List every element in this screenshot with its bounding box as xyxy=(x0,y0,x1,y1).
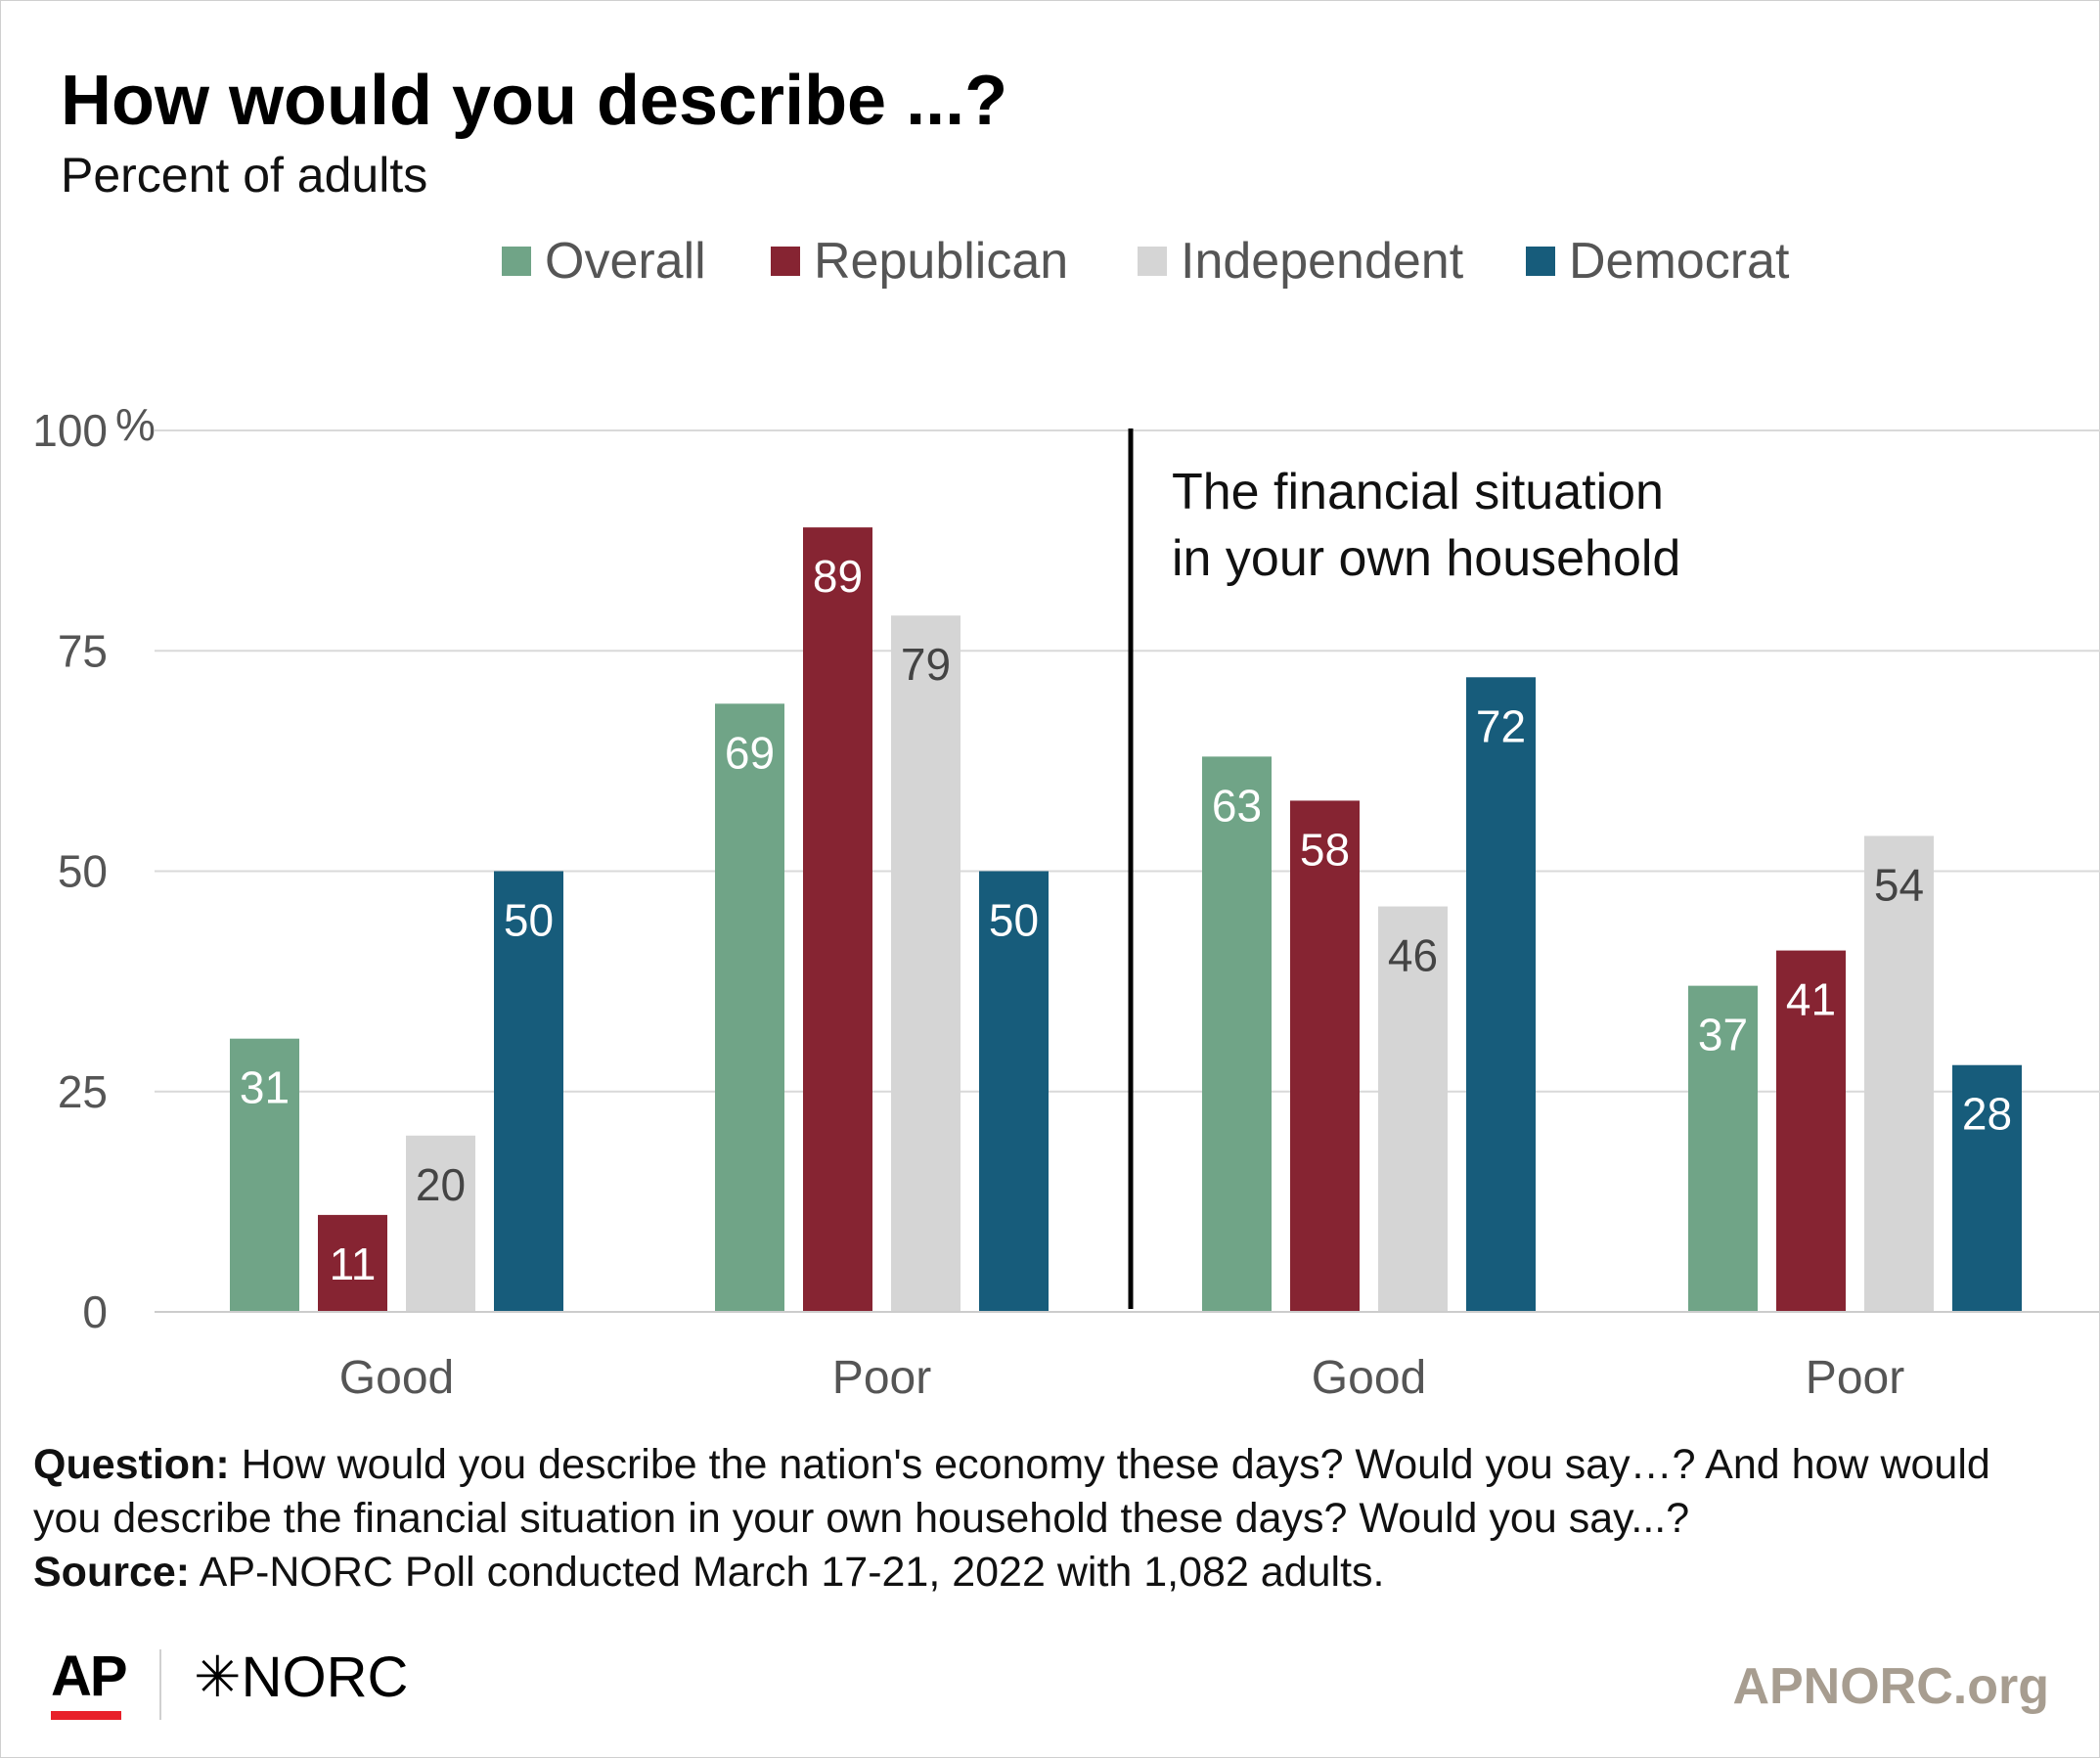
bar-chart: 0 25 50 75 100 % 31 69 63 37 11 89 58 41 20 79 46 54 50 50 7… xyxy=(32,399,2100,1404)
legend-label: Republican xyxy=(814,233,1069,290)
y-unit-label: % xyxy=(115,399,156,450)
bar xyxy=(891,615,961,1312)
y-tick-label: 0 xyxy=(82,1286,108,1337)
bar xyxy=(406,1135,475,1312)
bar xyxy=(1290,800,1360,1312)
bar-value-label: 20 xyxy=(416,1159,466,1210)
bar xyxy=(1864,835,1934,1312)
source-label: Source: xyxy=(33,1549,191,1596)
bar xyxy=(715,703,784,1312)
legend: Overall Republican Independent Democrat xyxy=(0,227,2100,295)
bar-value-label: 63 xyxy=(1212,780,1262,831)
question-label: Question: xyxy=(33,1441,230,1488)
question-text: How would you describe the nation's econ… xyxy=(33,1441,1990,1542)
bar xyxy=(1776,950,1846,1312)
bar xyxy=(494,871,563,1312)
bar-value-label: 11 xyxy=(330,1239,377,1289)
bar-value-label: 54 xyxy=(1874,859,1924,910)
panel-annotation: in your own household xyxy=(1172,530,1680,587)
bar-value-label: 58 xyxy=(1300,824,1350,875)
y-tick-label: 50 xyxy=(58,846,108,897)
legend-label: Independent xyxy=(1181,233,1464,290)
bar-value-label: 79 xyxy=(901,639,951,690)
y-tick-label: 75 xyxy=(58,625,108,676)
bar xyxy=(803,527,872,1312)
bar-value-label: 37 xyxy=(1698,1010,1748,1060)
legend-item: Independent xyxy=(1138,227,1463,295)
legend-swatch xyxy=(1526,247,1555,276)
legend-label: Overall xyxy=(545,233,706,290)
source-text: AP-NORC Poll conducted March 17-21, 2022… xyxy=(190,1549,1385,1596)
chart-title: How would you describe ...? xyxy=(61,62,1008,140)
chart-subtitle: Percent of adults xyxy=(61,148,428,203)
legend-item: Democrat xyxy=(1526,227,1789,295)
panel-annotation: The financial situation xyxy=(1172,464,1664,520)
bar-value-label: 31 xyxy=(240,1062,290,1113)
legend-swatch xyxy=(502,247,531,276)
question-note: Question: How would you describe the nat… xyxy=(33,1438,2048,1546)
source-note: Source: AP-NORC Poll conducted March 17-… xyxy=(33,1546,2048,1600)
legend-label: Democrat xyxy=(1569,233,1790,290)
ap-logo-underline xyxy=(51,1711,121,1720)
bar-value-label: 50 xyxy=(989,895,1039,946)
bar-value-label: 69 xyxy=(725,727,775,778)
bar-value-label: 89 xyxy=(813,551,863,602)
footer-notes: Question: How would you describe the nat… xyxy=(33,1438,2048,1600)
bar xyxy=(1202,756,1272,1312)
bar xyxy=(1378,906,1448,1312)
bar xyxy=(1688,985,1758,1312)
legend-item: Republican xyxy=(771,227,1068,295)
bar xyxy=(230,1038,299,1312)
bar xyxy=(979,871,1049,1312)
bar-value-label: 46 xyxy=(1388,930,1438,981)
bar-value-label: 72 xyxy=(1476,700,1526,751)
bar xyxy=(1466,677,1536,1312)
category-label: Good xyxy=(1312,1352,1426,1404)
logo-divider xyxy=(159,1649,161,1720)
ap-logo: AP xyxy=(51,1645,128,1708)
legend-item: Overall xyxy=(502,227,706,295)
category-label: Poor xyxy=(832,1352,931,1404)
bar-value-label: 41 xyxy=(1786,974,1836,1025)
bar xyxy=(318,1214,387,1312)
website-link[interactable]: APNORC.org xyxy=(1732,1658,2049,1715)
bar-value-label: 28 xyxy=(1962,1089,2012,1140)
y-tick-label: 100 xyxy=(32,405,108,456)
y-tick-label: 25 xyxy=(58,1066,108,1117)
category-label: Good xyxy=(339,1352,454,1404)
norc-logo: ✳NORC xyxy=(194,1645,409,1709)
legend-swatch xyxy=(1138,247,1167,276)
bar xyxy=(1952,1064,2022,1312)
bar-value-label: 50 xyxy=(504,895,554,946)
category-label: Poor xyxy=(1806,1352,1904,1404)
legend-swatch xyxy=(771,247,800,276)
